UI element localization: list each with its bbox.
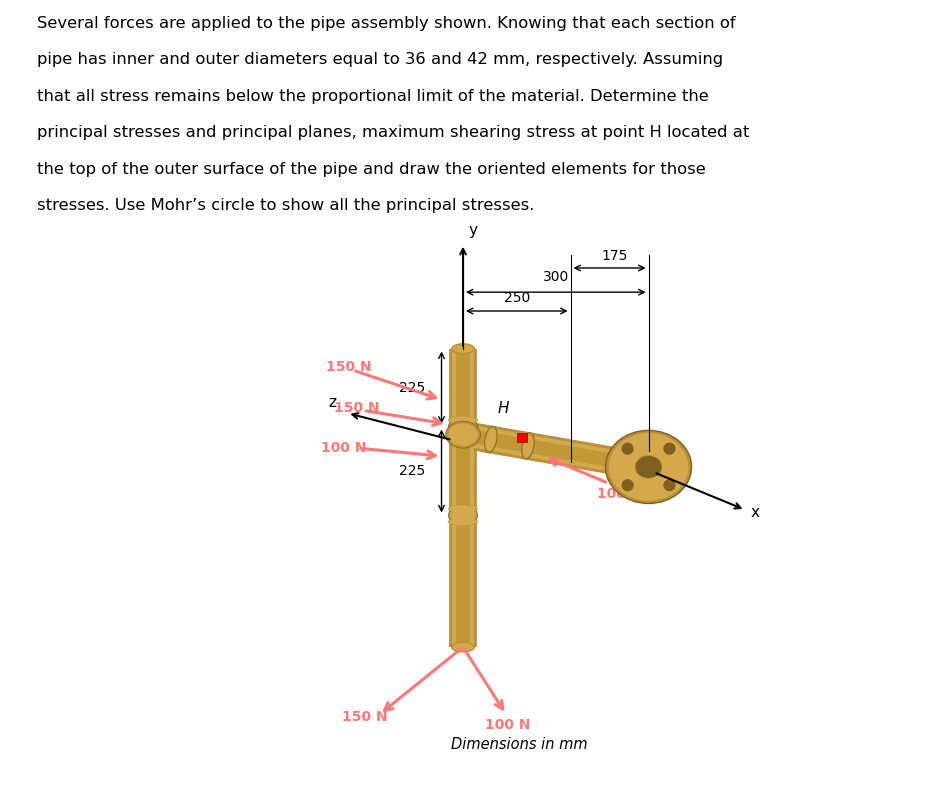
Ellipse shape — [523, 435, 534, 458]
Ellipse shape — [450, 509, 475, 522]
Text: pipe has inner and outer diameters equal to 36 and 42 mm, respectively. Assuming: pipe has inner and outer diameters equal… — [37, 53, 724, 68]
Text: principal stresses and principal planes, maximum shearing stress at point H loca: principal stresses and principal planes,… — [37, 126, 750, 141]
Text: H: H — [497, 401, 509, 416]
Ellipse shape — [452, 344, 475, 353]
Text: 150 N: 150 N — [334, 401, 380, 414]
Ellipse shape — [448, 418, 477, 435]
Text: 250: 250 — [504, 290, 530, 305]
Ellipse shape — [452, 642, 475, 652]
Text: 175: 175 — [602, 249, 628, 263]
Ellipse shape — [486, 428, 496, 451]
Ellipse shape — [448, 518, 477, 526]
Ellipse shape — [448, 416, 477, 424]
Circle shape — [664, 444, 675, 454]
Text: x: x — [751, 505, 760, 520]
Circle shape — [622, 444, 633, 454]
Ellipse shape — [636, 455, 662, 478]
Ellipse shape — [448, 423, 477, 446]
Text: Dimensions in mm: Dimensions in mm — [451, 737, 588, 752]
Text: 300: 300 — [543, 270, 569, 284]
Text: 100 N: 100 N — [485, 718, 530, 732]
Circle shape — [622, 480, 633, 491]
Ellipse shape — [448, 429, 477, 437]
Text: 150 N: 150 N — [326, 360, 372, 374]
Ellipse shape — [606, 430, 692, 503]
Text: 100 N: 100 N — [597, 487, 643, 501]
Ellipse shape — [448, 507, 477, 524]
Text: 150 N: 150 N — [342, 710, 388, 724]
Text: y: y — [468, 224, 477, 239]
Text: 100 N: 100 N — [320, 441, 366, 455]
Text: 225: 225 — [399, 381, 425, 395]
Ellipse shape — [448, 505, 477, 513]
Circle shape — [664, 480, 675, 491]
Ellipse shape — [485, 426, 497, 453]
Text: that all stress remains below the proportional limit of the material. Determine : that all stress remains below the propor… — [37, 89, 709, 104]
Text: the top of the outer surface of the pipe and draw the oriented elements for thos: the top of the outer surface of the pipe… — [37, 162, 706, 177]
Text: 225: 225 — [399, 464, 425, 478]
Ellipse shape — [450, 420, 475, 433]
Text: Several forces are applied to the pipe assembly shown. Knowing that each section: Several forces are applied to the pipe a… — [37, 16, 736, 31]
Text: stresses. Use Mohr’s circle to show all the principal stresses.: stresses. Use Mohr’s circle to show all … — [37, 199, 534, 214]
Bar — [518, 433, 527, 442]
Ellipse shape — [521, 433, 534, 459]
Ellipse shape — [608, 433, 688, 501]
Text: z: z — [329, 396, 337, 411]
Ellipse shape — [446, 422, 480, 448]
